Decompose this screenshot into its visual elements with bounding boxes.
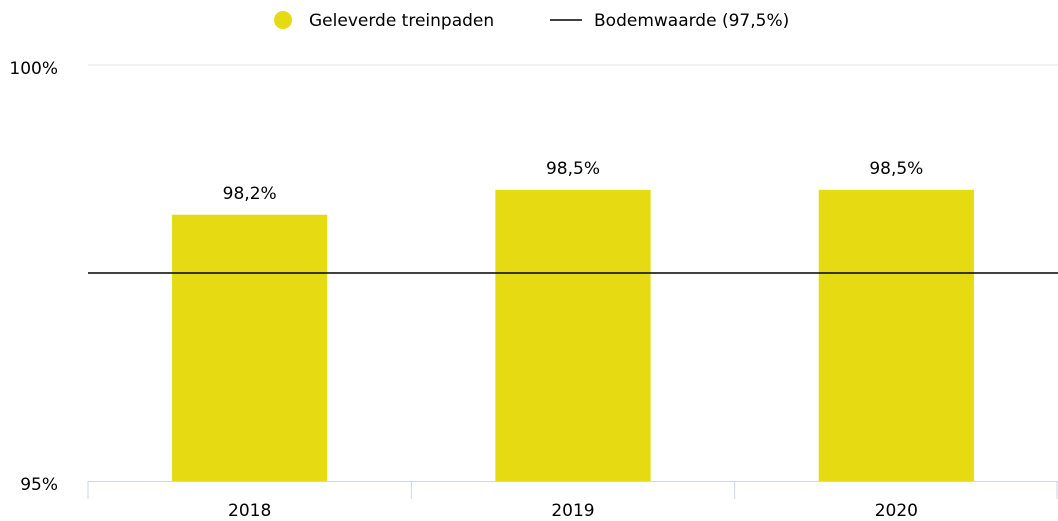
bar	[818, 189, 974, 482]
bar	[172, 214, 328, 481]
legend-label: Bodemwaarde (97,5%)	[594, 11, 789, 31]
x-tick-label: 2020	[875, 501, 918, 521]
data-label: 98,2%	[223, 184, 277, 204]
bar	[495, 189, 651, 482]
data-label: 98,5%	[546, 159, 600, 179]
x-tick-label: 2018	[228, 501, 271, 521]
legend-marker	[274, 11, 292, 29]
x-tick-label: 2019	[551, 501, 594, 521]
y-tick-label: 95%	[20, 475, 58, 495]
data-label: 98,5%	[869, 159, 923, 179]
y-tick-label: 100%	[9, 59, 58, 79]
legend-label: Geleverde treinpaden	[309, 11, 494, 31]
